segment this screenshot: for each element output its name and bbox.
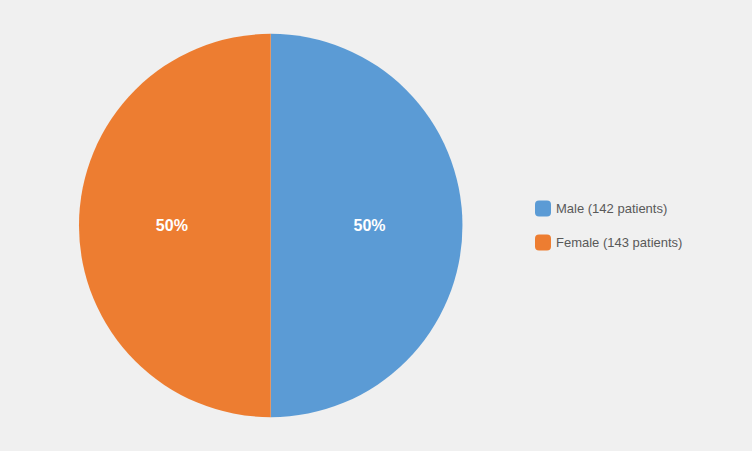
svg-text:Female (143 patients): Female (143 patients): [556, 235, 682, 250]
svg-text:50%: 50%: [354, 217, 386, 234]
svg-text:50%: 50%: [156, 217, 188, 234]
svg-text:Male (142 patients): Male (142 patients): [556, 201, 667, 216]
